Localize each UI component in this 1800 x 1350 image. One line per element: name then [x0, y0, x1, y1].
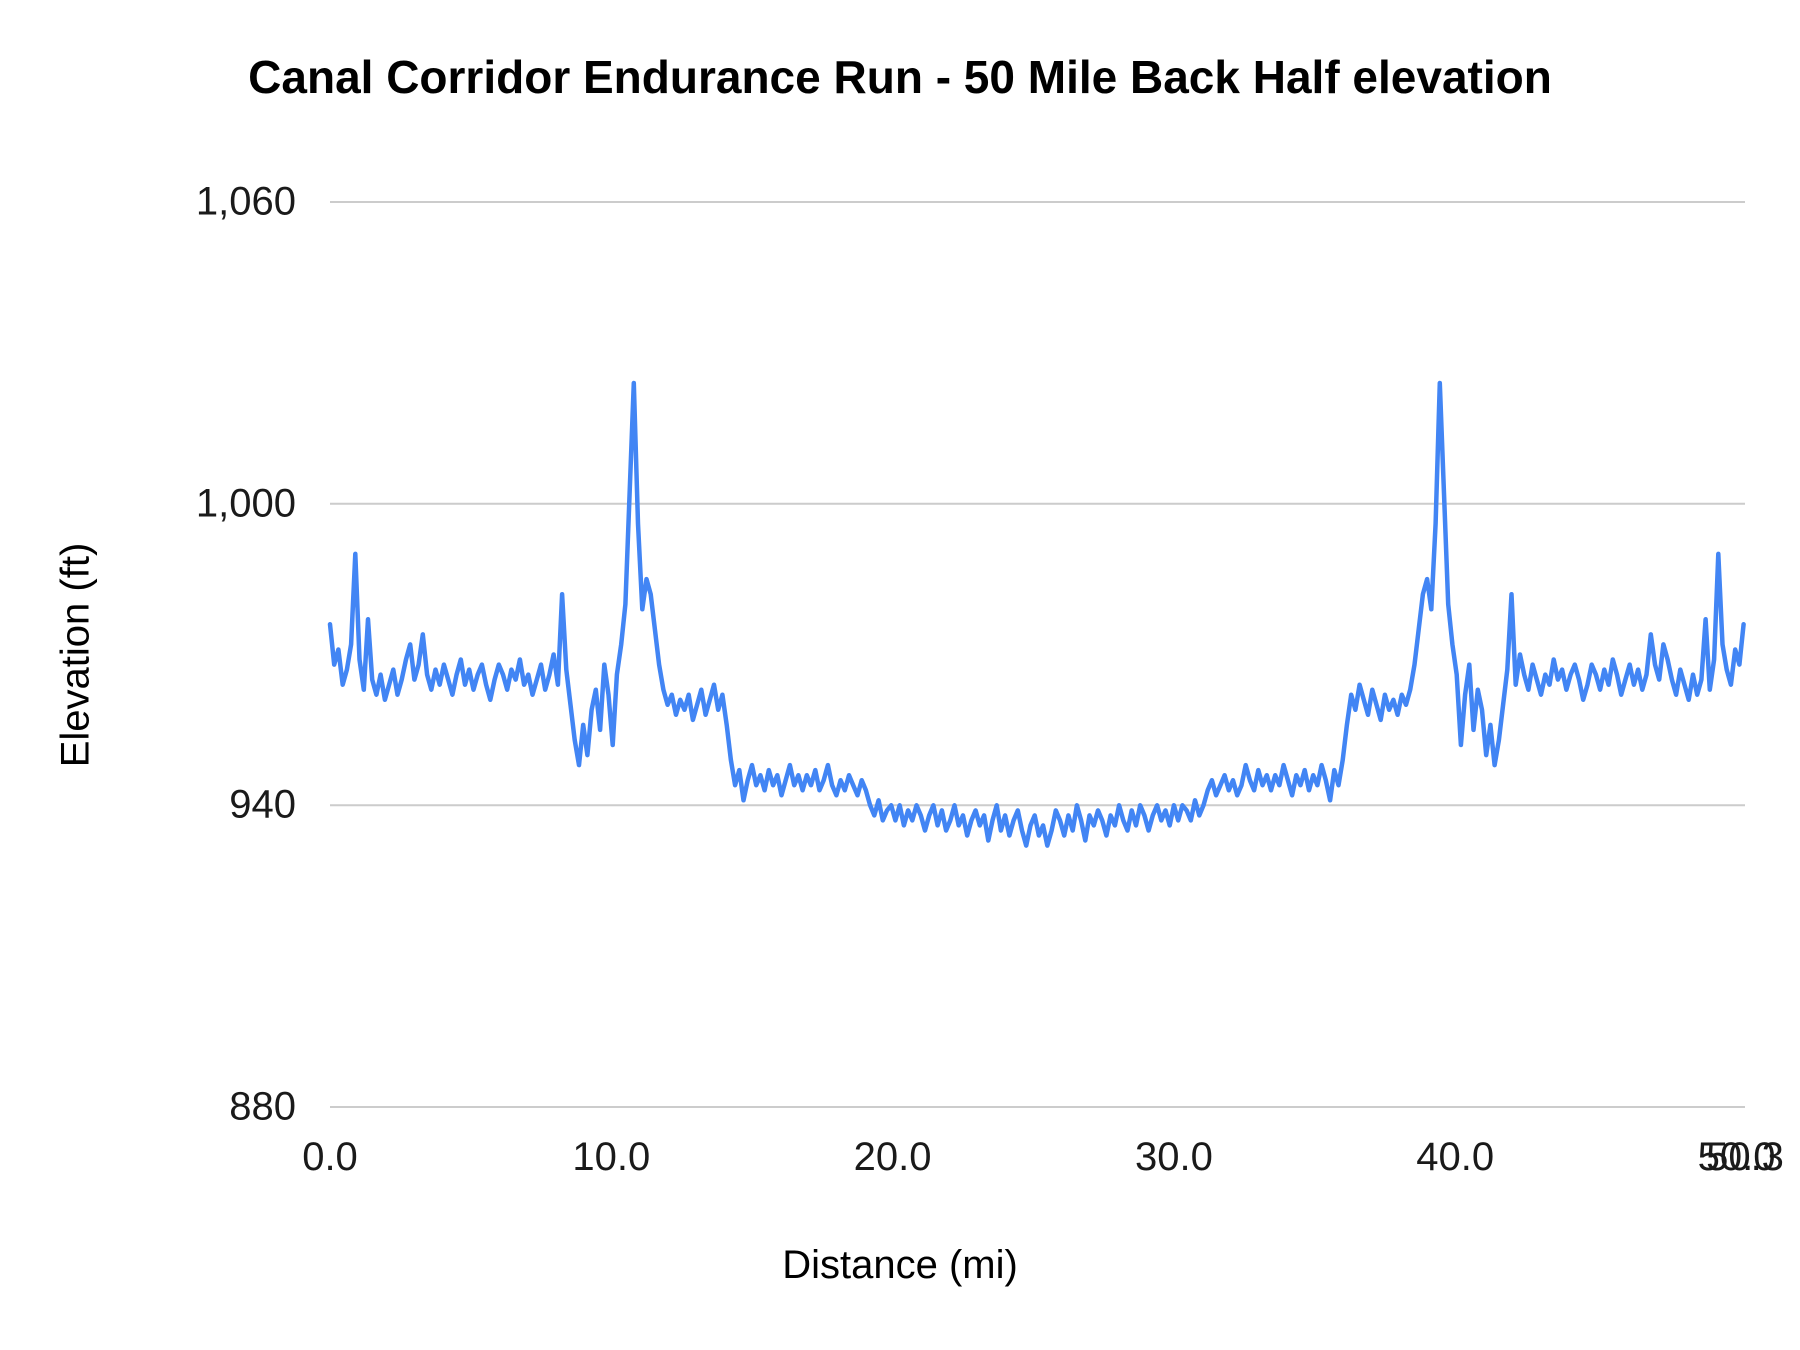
elevation-line: [327, 380, 1746, 848]
chart-title: Canal Corridor Endurance Run - 50 Mile B…: [248, 51, 1552, 103]
x-axis-title: Distance (mi): [782, 1243, 1018, 1287]
